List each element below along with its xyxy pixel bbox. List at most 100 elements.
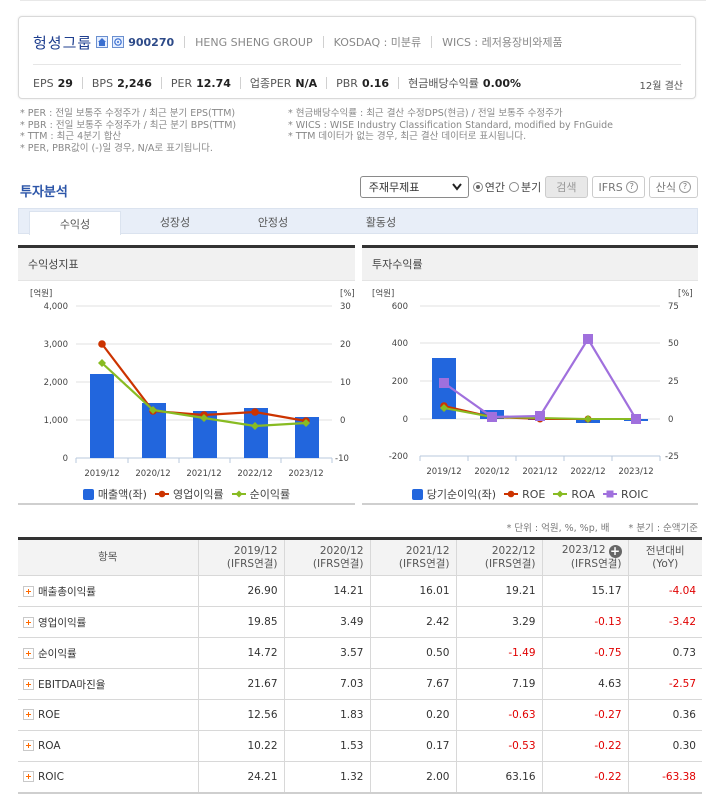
column-header: 2023/12 + (IFRS연결)	[542, 538, 629, 576]
column-header: 전년대비 (YoY)	[628, 538, 702, 576]
table-row: ROA 10.22 1.53 0.17 -0.53 -0.22 0.30	[18, 730, 702, 762]
tab-growth[interactable]: 성장성	[159, 215, 191, 229]
profitability-table: 항목 2019/12 (IFRS연결) 2020/12 (IFRS연결) 2021/…	[18, 537, 702, 794]
ifrs-help-button[interactable]: IFRS ?	[591, 176, 645, 198]
divider	[322, 36, 324, 48]
table-header-row: 항목 2019/12 (IFRS연결) 2020/12 (IFRS연결) 2021/…	[18, 538, 702, 576]
svg-text:[%]: [%]	[678, 289, 693, 299]
svg-text:-10: -10	[335, 454, 349, 464]
company-name: 헝셩그룹	[33, 33, 93, 52]
note: * PER, PBR값이 (-)일 경우, N/A로 표기됩니다.	[20, 142, 213, 154]
legend-item[interactable]: ROA	[553, 488, 595, 501]
column-header: 2020/12 (IFRS연결)	[284, 538, 371, 576]
svg-text:10: 10	[340, 378, 351, 388]
svg-text:2023/12: 2023/12	[288, 469, 323, 479]
note: * PER : 전일 보통주 수정주가 / 최근 분기 EPS(TTM)	[20, 108, 236, 119]
svg-text:3,000: 3,000	[44, 340, 68, 350]
expand-row-plus-icon[interactable]	[23, 770, 34, 782]
analysis-tabs: 수익성 성장성 안정성 활동성	[18, 208, 698, 235]
phone-icon[interactable]	[112, 36, 125, 48]
metric-per: PER 12.74	[170, 76, 231, 90]
legend-item[interactable]: ROIC	[602, 488, 648, 501]
expand-row-plus-icon[interactable]	[23, 678, 34, 690]
svg-text:4,000: 4,000	[44, 302, 68, 312]
investment-return-chart: [억원] [%] 600 400 200 0 -200 75 50 25 0 -25 2…	[372, 288, 693, 477]
svg-text:0: 0	[63, 454, 68, 464]
chevron-down-icon	[452, 183, 462, 191]
row-label: EBITDA마진율	[38, 678, 106, 691]
metric-dividend-yield: 현금배당수익률 0.00%	[408, 77, 522, 90]
tab-stability[interactable]: 안정성	[257, 215, 289, 229]
panel-title: 투자수익률	[362, 248, 698, 281]
svg-text:[억원]: [억원]	[30, 288, 52, 299]
svg-text:2020/12: 2020/12	[135, 469, 170, 479]
row-label: ROA	[38, 740, 61, 752]
row-label: 영업이익률	[38, 616, 87, 629]
units-note: * 단위 : 억원, %, %p, 배 * 분기 : 순액기준	[506, 523, 698, 534]
metric-eps: EPS 29	[33, 76, 73, 90]
expand-row-plus-icon[interactable]	[23, 740, 34, 751]
controls-bar: 주재무제표 연간 분기 검색 IFRS ? 산식 ?	[359, 176, 698, 198]
svg-text:1,000: 1,000	[44, 416, 68, 426]
tab-profitability[interactable]: 수익성	[29, 211, 121, 235]
panel-title: 수익성지표	[18, 248, 355, 281]
bar-swatch-icon	[411, 488, 423, 500]
divider	[431, 36, 433, 48]
svg-text:30: 30	[340, 302, 351, 312]
radio-selected-icon[interactable]	[472, 182, 483, 192]
formula-help-button[interactable]: 산식 ?	[648, 176, 698, 198]
row-label: 순이익률	[38, 647, 77, 660]
legend-item[interactable]: 순이익률	[231, 486, 290, 502]
metrics-row: EPS 29 BPS 2,246 PER 12.74 업종PER N/A PBR 0.16…	[33, 74, 521, 92]
legend-item[interactable]: 당기순이익(좌)	[411, 486, 496, 502]
table-row: 순이익률 14.72 3.57 0.50 -1.49 -0.75 0.73	[18, 637, 702, 669]
svg-text:2022/12: 2022/12	[570, 467, 605, 477]
expand-row-plus-icon[interactable]	[23, 585, 34, 597]
svg-text:[억원]: [억원]	[372, 288, 394, 299]
svg-text:0: 0	[668, 415, 673, 425]
line-diamond-swatch-icon	[231, 490, 246, 498]
legend-item[interactable]: 영업이익률	[154, 486, 224, 502]
radio-quarter[interactable]: 분기	[509, 179, 541, 195]
help-icon: ?	[679, 181, 691, 193]
home-icon[interactable]	[96, 36, 109, 48]
table-row: ROIC 24.21 1.32 2.00 63.16 -0.22 -63.38	[18, 761, 702, 794]
row-label: ROE	[38, 709, 61, 721]
column-header: 2022/12 (IFRS연결)	[456, 538, 543, 576]
roic-line	[443, 336, 637, 420]
divider	[398, 77, 400, 89]
radio-annual[interactable]: 연간	[472, 179, 505, 195]
svg-text:50: 50	[668, 339, 679, 349]
row-label: ROIC	[38, 770, 64, 783]
expand-columns-plus-icon[interactable]: +	[608, 544, 622, 558]
legend-item[interactable]: 매출액(좌)	[82, 486, 147, 502]
divider	[184, 36, 186, 48]
svg-text:-25: -25	[665, 452, 679, 462]
legend-item[interactable]: ROE	[504, 488, 545, 501]
svg-text:200: 200	[392, 377, 408, 387]
radio-unselected-icon[interactable]	[509, 182, 520, 192]
note: * 현금배당수익률 : 최근 결산 수정DPS(현금) / 전일 보통주 수정주…	[288, 108, 563, 119]
chart-legend: 매출액(좌) 영업이익률 순이익률	[18, 486, 355, 502]
card-divider	[33, 64, 681, 65]
metric-pbr: PBR 0.16	[336, 76, 390, 90]
svg-text:-200: -200	[389, 452, 408, 462]
expand-row-plus-icon[interactable]	[23, 616, 34, 628]
svg-text:600: 600	[392, 302, 408, 312]
svg-text:2019/12: 2019/12	[426, 467, 461, 477]
svg-text:25: 25	[668, 377, 679, 387]
table-row: EBITDA마진율 21.67 7.03 7.67 7.19 4.63 -2.57	[18, 668, 702, 700]
search-button[interactable]: 검색	[545, 176, 588, 198]
settlement-month: 12월 결산	[639, 81, 683, 92]
table-row: 매출총이익률 26.90 14.21 16.01 19.21 15.17 -4.04	[18, 575, 702, 607]
expand-row-plus-icon[interactable]	[23, 709, 34, 720]
line-diamond-swatch-icon	[553, 490, 568, 498]
tab-activity[interactable]: 활동성	[365, 215, 397, 229]
column-header: 2021/12 (IFRS연결)	[370, 538, 457, 576]
profitability-chart: [억원] [%] 4,000 3,000 2,000 1,000 0 30 20 10…	[30, 288, 355, 479]
expand-row-plus-icon[interactable]	[23, 647, 34, 659]
statement-type-select[interactable]: 주재무제표	[359, 176, 469, 198]
bar-swatch-icon	[82, 488, 94, 500]
wics-info: WICS : 레저용장비와제품	[442, 36, 563, 49]
note: * WICS : WISE Industry Classification St…	[288, 119, 614, 131]
